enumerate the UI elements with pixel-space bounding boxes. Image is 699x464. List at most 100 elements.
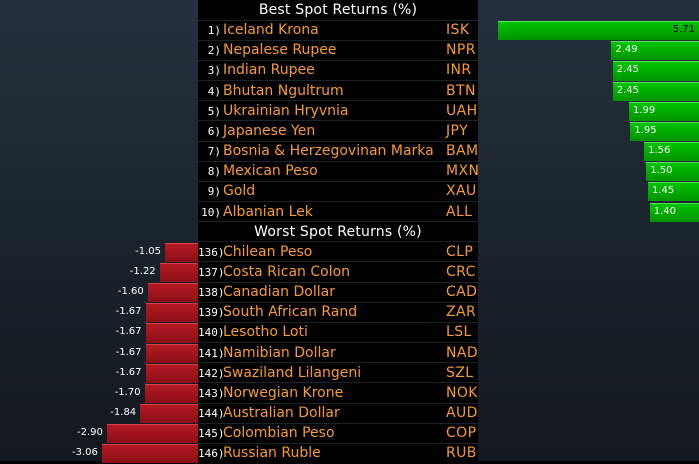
rank-label: 1) xyxy=(207,24,221,38)
value-label: 1.50 xyxy=(650,165,673,177)
rank-label: 5) xyxy=(207,104,221,118)
currency-name: Canadian Dollar xyxy=(223,284,335,301)
currency-name: Namibian Dollar xyxy=(223,344,336,361)
value-label: 5.71 xyxy=(672,24,695,36)
rank-label: 144) xyxy=(198,407,225,420)
currency-name: Albanian Lek xyxy=(223,203,313,220)
positive-return-bar xyxy=(646,162,699,182)
currency-code: CRC xyxy=(446,263,476,280)
negative-return-bar xyxy=(165,242,198,262)
rank-label: 141) xyxy=(198,346,225,360)
currency-code: ALL xyxy=(446,203,473,220)
row-divider xyxy=(198,120,478,122)
row-divider xyxy=(198,321,478,323)
row-divider xyxy=(198,402,478,404)
currency-name: Russian Ruble xyxy=(223,445,321,462)
rank-label: 10) xyxy=(201,205,221,219)
row-divider xyxy=(198,362,478,364)
negative-return-bar xyxy=(140,404,198,424)
row-divider xyxy=(198,39,478,41)
currency-code: BTN xyxy=(446,82,476,99)
currency-name: Bosnia & Herzegovinan Marka xyxy=(223,143,434,160)
currency-code: BAM xyxy=(446,143,479,160)
currency-name: Lesotho Loti xyxy=(223,324,308,341)
rank-label: 146) xyxy=(198,447,225,461)
currency-code: LSL xyxy=(446,324,472,341)
currency-name: South African Rand xyxy=(223,304,358,321)
rank-label: 137) xyxy=(198,265,225,279)
value-label: 1.40 xyxy=(653,205,676,217)
row-divider xyxy=(198,342,478,344)
row-divider xyxy=(198,59,478,61)
value-label: -1.22 xyxy=(129,265,156,277)
row-divider xyxy=(198,221,478,223)
row-divider xyxy=(198,382,478,384)
currency-code: XAU xyxy=(446,183,477,200)
row-divider xyxy=(198,241,478,243)
value-label: 2.45 xyxy=(616,84,640,96)
value-label: -1.84 xyxy=(110,407,137,418)
row-divider xyxy=(198,281,478,283)
currency-name: Chilean Peso xyxy=(223,243,313,260)
negative-return-bar xyxy=(145,363,198,383)
value-label: -1.67 xyxy=(115,326,142,338)
currency-code: JPY xyxy=(446,122,469,139)
rank-label: 9) xyxy=(207,185,221,199)
positive-return-bar xyxy=(612,81,699,101)
currency-code: ZAR xyxy=(446,304,477,321)
worst-returns-heading: Worst Spot Returns (%) xyxy=(254,223,422,240)
row-divider xyxy=(198,80,478,82)
value-label: -1.05 xyxy=(135,245,161,257)
currency-name: Ukrainian Hryvnia xyxy=(223,102,349,119)
currency-code: INR xyxy=(446,62,472,79)
row-divider xyxy=(198,19,478,21)
currency-code: NAD xyxy=(446,344,479,361)
negative-return-bar xyxy=(144,383,198,403)
rank-label: 140) xyxy=(198,326,225,340)
rank-label: 4) xyxy=(207,84,221,98)
value-label: 1.99 xyxy=(632,104,656,116)
value-label: 2.49 xyxy=(615,44,638,56)
rank-label: 8) xyxy=(207,165,221,179)
currency-code: COP xyxy=(446,425,477,442)
row-divider xyxy=(198,100,478,102)
currency-code: SZL xyxy=(446,364,474,381)
currency-code: ISK xyxy=(446,22,470,39)
positive-return-bar xyxy=(647,182,699,202)
positive-return-bar xyxy=(644,142,699,162)
positive-return-bar xyxy=(630,121,699,142)
currency-name: Nepalese Rupee xyxy=(223,42,337,59)
rank-label: 6) xyxy=(207,124,221,138)
currency-name: Mexican Peso xyxy=(223,163,318,180)
rank-label: 143) xyxy=(198,386,225,400)
positive-return-bar xyxy=(498,21,699,41)
currency-name: Australian Dollar xyxy=(223,405,340,421)
negative-return-bar xyxy=(106,424,198,444)
row-divider xyxy=(198,160,478,162)
row-divider xyxy=(198,180,478,182)
value-label: -1.67 xyxy=(115,346,142,358)
rank-label: 145) xyxy=(198,427,225,441)
negative-return-bar xyxy=(159,262,198,283)
currency-code: UAH xyxy=(446,102,478,119)
currency-code: RUB xyxy=(446,445,477,462)
value-label: -1.67 xyxy=(115,366,142,378)
value-label: -1.70 xyxy=(114,386,141,398)
currency-name: Bhutan Ngultrum xyxy=(223,82,344,99)
value-label: -3.06 xyxy=(71,447,98,459)
negative-return-bar xyxy=(145,343,198,363)
currency-name: Colombian Peso xyxy=(223,425,335,442)
row-divider xyxy=(198,442,478,444)
rank-label: 139) xyxy=(198,306,225,320)
currency-code: NPR xyxy=(446,42,476,59)
currency-code: CLP xyxy=(446,243,474,260)
row-divider xyxy=(198,301,478,303)
value-label: 1.56 xyxy=(648,145,671,157)
positive-return-bar xyxy=(612,61,699,81)
value-label: 1.45 xyxy=(651,185,675,197)
currency-name: Costa Rican Colon xyxy=(223,263,351,280)
value-label: 1.95 xyxy=(634,124,657,136)
currency-name: Japanese Yen xyxy=(223,122,316,139)
best-returns-heading: Best Spot Returns (%) xyxy=(258,2,418,18)
